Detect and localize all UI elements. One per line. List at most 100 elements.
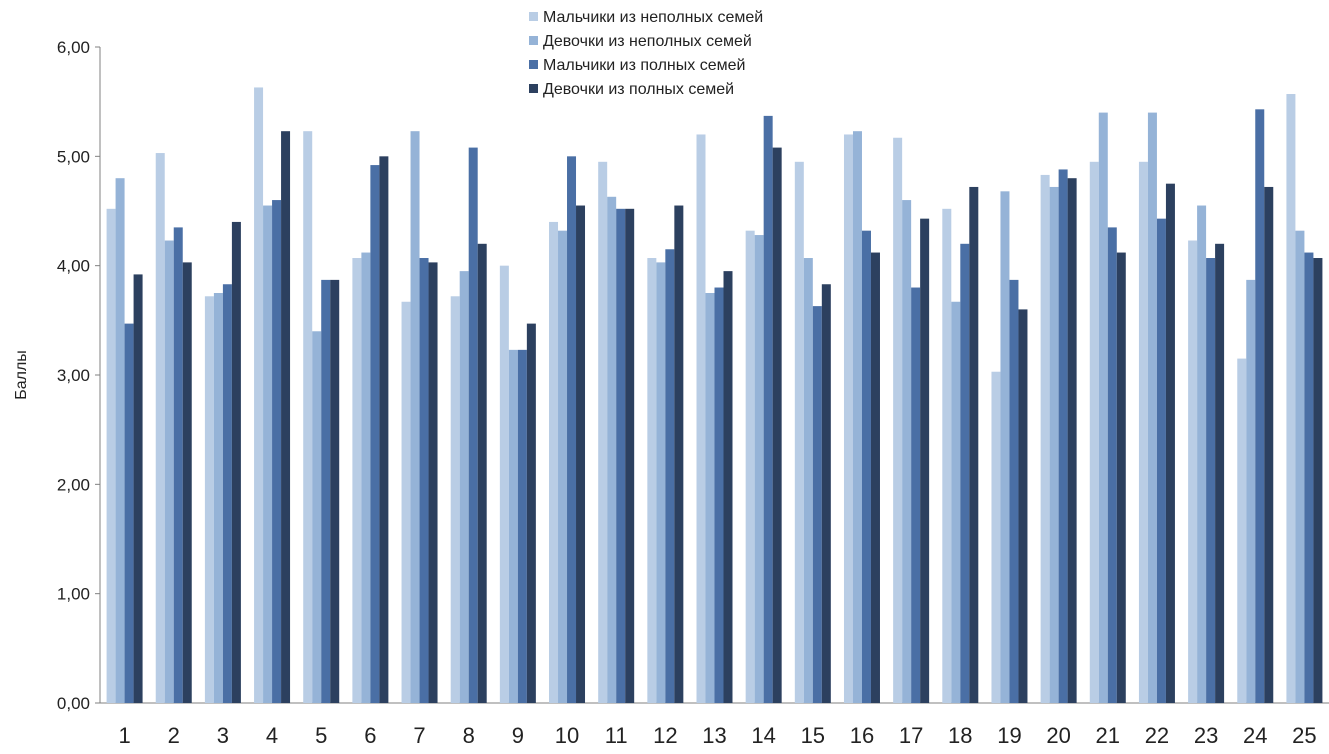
bars-group <box>106 87 1323 704</box>
x-category-label: 12 <box>653 723 677 748</box>
bar <box>714 287 724 703</box>
bar <box>106 208 116 703</box>
x-category-label: 24 <box>1243 723 1267 748</box>
bar <box>1246 279 1256 703</box>
bar <box>401 301 411 703</box>
bar <box>607 196 617 704</box>
bar <box>1188 240 1198 703</box>
bar <box>576 205 586 703</box>
bar <box>370 165 380 703</box>
legend-swatch <box>529 12 538 21</box>
x-category-label: 14 <box>751 723 775 748</box>
bar <box>969 186 979 703</box>
legend-swatch <box>529 36 538 45</box>
legend-swatch <box>529 84 538 93</box>
bar <box>1304 252 1314 704</box>
x-category-label: 20 <box>1046 723 1070 748</box>
x-category-label: 15 <box>801 723 825 748</box>
y-tick-label: 1,00 <box>57 585 90 604</box>
bar <box>821 284 831 703</box>
bar <box>902 200 912 703</box>
bar <box>459 271 469 703</box>
bar <box>321 279 331 703</box>
bar <box>361 252 371 704</box>
bar <box>1156 218 1166 703</box>
bar <box>911 287 921 703</box>
bar <box>164 240 174 703</box>
x-category-label: 8 <box>463 723 475 748</box>
x-category-label: 6 <box>364 723 376 748</box>
bar <box>1295 230 1305 703</box>
x-category-label: 5 <box>315 723 327 748</box>
bar <box>173 227 183 703</box>
x-category-label: 10 <box>555 723 579 748</box>
bar <box>1058 169 1068 703</box>
y-tick-label: 3,00 <box>57 366 90 385</box>
bar <box>1067 178 1077 703</box>
bar <box>1049 186 1059 703</box>
bar <box>852 131 862 703</box>
x-category-label: 2 <box>168 723 180 748</box>
bar <box>1255 109 1265 703</box>
bar <box>772 147 782 704</box>
bar <box>1116 252 1126 704</box>
x-category-label: 11 <box>605 723 628 748</box>
bar <box>1206 258 1216 703</box>
bar <box>960 243 970 704</box>
y-tick-label: 4,00 <box>57 257 90 276</box>
bar <box>1147 112 1157 704</box>
bar <box>843 134 853 704</box>
x-category-label: 7 <box>413 723 425 748</box>
x-category-label: 23 <box>1194 723 1218 748</box>
bar <box>1264 186 1274 703</box>
bar <box>1000 191 1010 703</box>
bar <box>182 262 192 703</box>
bar <box>861 230 871 703</box>
bar <box>124 323 134 703</box>
bar <box>616 208 626 703</box>
bar <box>213 293 223 703</box>
bar <box>263 205 273 703</box>
x-category-labels: 1 2 3 4 5 6 7 8 9 10 11 12 13 14 15 16 17 18 19 20 21 22 23 24 2… <box>118 723 1316 748</box>
bar <box>508 349 518 703</box>
bar <box>754 235 764 704</box>
bar <box>598 161 608 704</box>
bar <box>812 306 822 703</box>
bar <box>526 323 536 703</box>
bar <box>549 221 559 703</box>
bar <box>696 134 706 704</box>
legend-entry-label: Девочки из полных семей <box>543 81 734 98</box>
bar <box>803 258 813 703</box>
legend: Мальчики из неполных семей Девочки из неп… <box>529 9 763 98</box>
bar <box>155 153 165 704</box>
bar <box>254 87 264 703</box>
bar <box>951 301 961 703</box>
bar <box>1018 309 1028 703</box>
bar <box>920 218 930 703</box>
bar <box>330 279 340 703</box>
y-tick-labels: 0,00 1,00 2,00 3,00 4,00 5,00 6,00 <box>57 38 90 713</box>
bar <box>745 230 755 703</box>
bar <box>1107 227 1117 703</box>
x-category-label: 19 <box>997 723 1021 748</box>
bar <box>133 274 143 703</box>
bar <box>410 131 420 703</box>
bar <box>1040 174 1050 704</box>
bar <box>281 131 291 703</box>
bar <box>625 208 635 703</box>
bar <box>272 200 282 703</box>
bar <box>1215 243 1225 704</box>
bar <box>705 293 715 703</box>
bar <box>870 252 880 704</box>
bar <box>656 262 666 703</box>
y-axis-title: Баллы <box>13 350 30 400</box>
x-category-label: 4 <box>266 723 278 748</box>
bar <box>1237 358 1247 703</box>
bar <box>303 131 313 703</box>
y-tick-label: 5,00 <box>57 147 90 166</box>
legend-entry-label: Мальчики из неполных семей <box>543 9 763 26</box>
bar <box>1286 94 1296 703</box>
x-category-label: 13 <box>702 723 726 748</box>
bar <box>1098 112 1108 704</box>
